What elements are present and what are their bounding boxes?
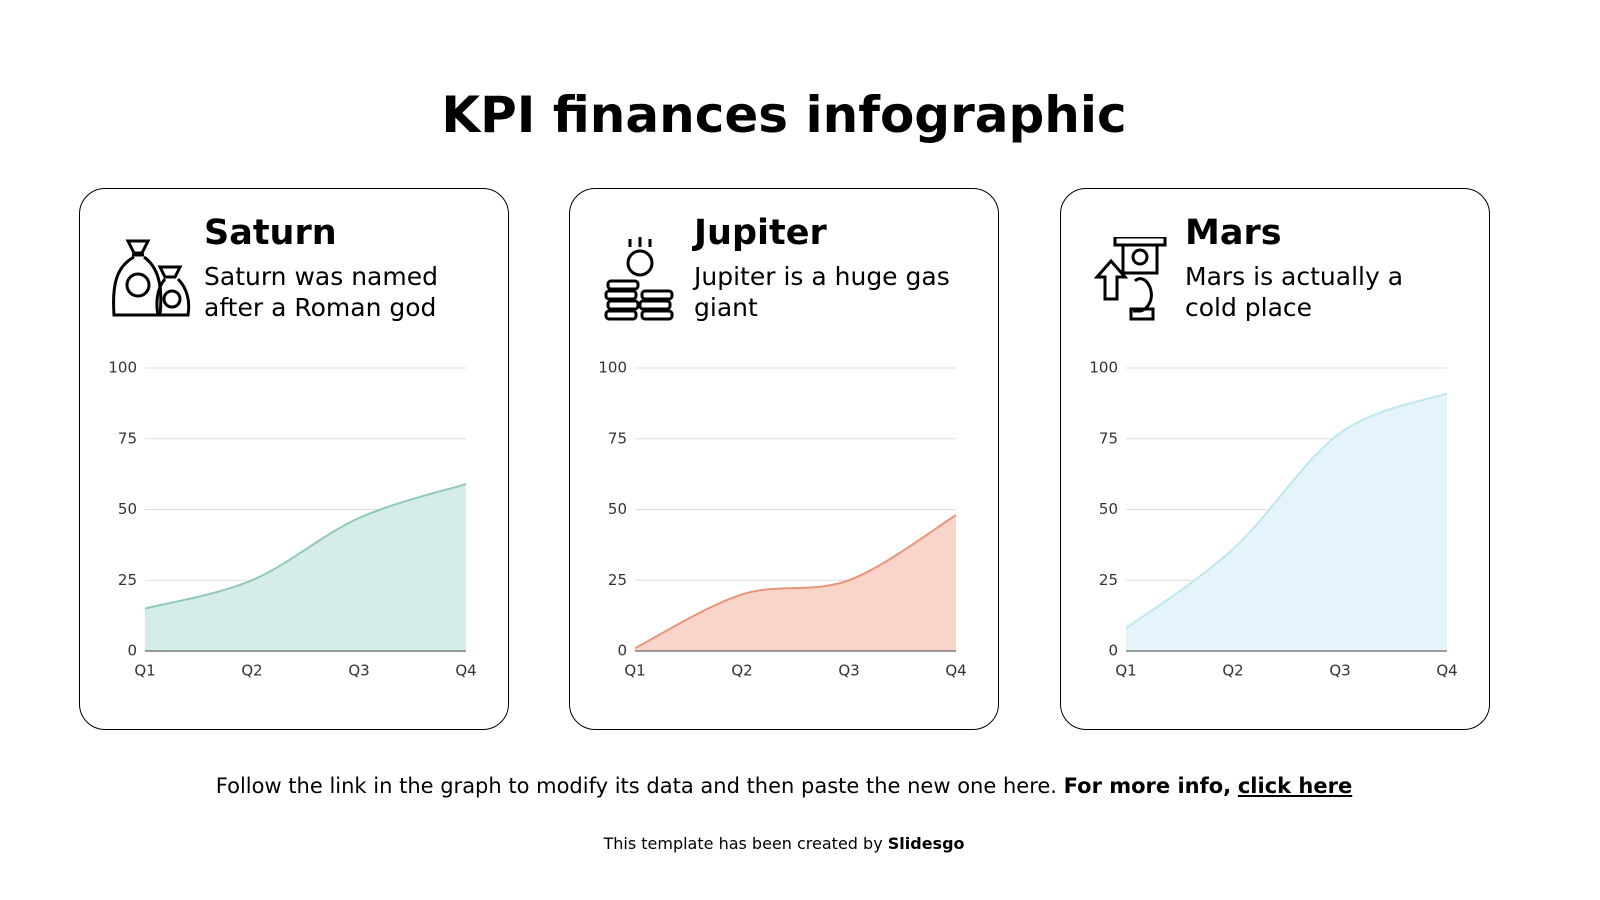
footer-bold: For more info, [1063,774,1232,798]
card: Jupiter Jupiter is a huge gas giant 0 25 5… [569,188,999,730]
x-tick-label: Q3 [838,662,859,680]
y-tick-label: 50 [1099,500,1118,518]
card: Saturn Saturn was named after a Roman go… [79,188,509,730]
x-tick-label: Q2 [1222,662,1243,680]
area-chart: 0 25 50 75 100 Q1 Q2 Q3 Q4 [598,359,966,680]
line [634,514,957,650]
x-tick-label: Q1 [1115,662,1136,680]
area [1126,393,1447,651]
y-tick-label: 75 [1099,429,1118,447]
y-tick-label: 100 [1089,359,1118,377]
area-chart: 0 25 50 75 100 Q1 Q2 Q3 Q4 [108,359,476,680]
x-tick-label: Q4 [945,662,966,680]
x-tick-label: Q1 [134,662,155,680]
card-description: Mars is actually a cold place [1185,262,1404,322]
y-tick-label: 50 [608,500,627,518]
coins-icon [604,237,674,321]
x-tick-label: Q4 [455,662,476,680]
area [635,515,956,651]
atm-icon [1093,237,1167,321]
footer-text: Follow the link in the graph to modify i… [215,774,1057,798]
x-tick-label: Q2 [241,662,262,680]
card-title: Mars [1185,213,1282,253]
link[interactable]: click here [1237,774,1353,798]
x-tick-label: Q3 [1329,662,1350,680]
money-bag-icon [112,239,191,317]
page-title: KPI finances infographic [441,86,1127,144]
card-description: Jupiter is a huge gas giant [694,262,950,322]
area-chart: 0 25 50 75 100 Q1 Q2 Q3 Q4 [1089,359,1457,680]
y-tick-label: 100 [108,359,137,377]
y-tick-label: 25 [118,571,137,589]
card: Mars Mars is actually a cold place 0 25 50… [1060,188,1490,730]
credit-text: This template has been created by [603,834,883,853]
x-tick-label: Q3 [348,662,369,680]
card-title: Jupiter [694,213,827,253]
y-tick-label: 75 [608,429,627,447]
line [144,483,467,610]
area [145,484,466,651]
x-tick-label: Q2 [731,662,752,680]
y-tick-label: 0 [1108,642,1118,660]
y-tick-label: 0 [127,642,137,660]
y-tick-label: 100 [598,359,627,377]
y-tick-label: 0 [617,642,627,660]
footer: Follow the link in the graph to modify i… [0,774,1568,798]
card-description: Saturn was named after a Roman god [204,262,438,322]
x-tick-label: Q1 [624,662,645,680]
y-tick-label: 25 [1099,571,1118,589]
y-tick-label: 25 [608,571,627,589]
x-tick-label: Q4 [1436,662,1457,680]
credit: This template has been created by Slides… [0,834,1568,853]
line [1125,392,1448,630]
card-title: Saturn [204,213,337,253]
y-tick-label: 50 [118,500,137,518]
y-tick-label: 75 [118,429,137,447]
credit-brand: Slidesgo [887,834,965,853]
